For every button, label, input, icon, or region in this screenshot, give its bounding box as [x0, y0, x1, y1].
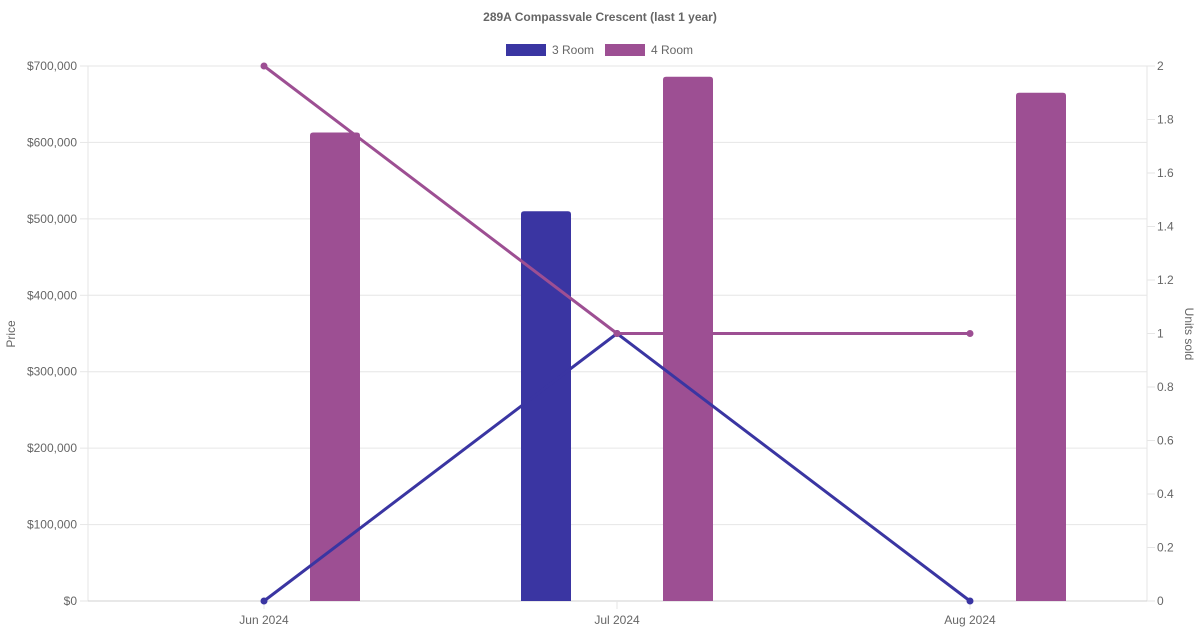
- x-tick-label: Jul 2024: [594, 613, 640, 627]
- y-left-tick-label: $500,000: [27, 212, 77, 226]
- bar-4-room[interactable]: [663, 76, 713, 601]
- axes: $0 $100,000 $200,000 $300,000 $400,000 $500,0…: [27, 59, 1174, 627]
- point-4-room[interactable]: [260, 62, 268, 70]
- legend-label-3-room[interactable]: 3 Room: [552, 43, 594, 57]
- legend[interactable]: 3 Room 4 Room: [506, 43, 693, 57]
- bar-3-room[interactable]: [521, 211, 571, 601]
- chart-title: 289A Compassvale Crescent (last 1 year): [483, 10, 717, 24]
- legend-swatch-3-room[interactable]: [506, 44, 546, 56]
- y-left-tick-label: $300,000: [27, 365, 77, 379]
- y-left-tick-label: $100,000: [27, 518, 77, 532]
- point-4-room[interactable]: [613, 330, 621, 337]
- point-4-room[interactable]: [966, 330, 974, 337]
- legend-label-4-room[interactable]: 4 Room: [651, 43, 693, 57]
- y-right-tick-label: 0: [1157, 594, 1164, 608]
- y-right-tick-label: 0.8: [1157, 380, 1174, 394]
- x-tick-label: Aug 2024: [944, 613, 996, 627]
- point-3-room[interactable]: [966, 597, 974, 605]
- y-right-tick-label: 1: [1157, 327, 1164, 341]
- point-3-room[interactable]: [260, 597, 268, 605]
- y-right-tick-label: 0.2: [1157, 541, 1174, 555]
- y-left-tick-label: $400,000: [27, 288, 77, 302]
- y-right-tick-label: 1.4: [1157, 220, 1174, 234]
- line-3-room: [263, 332, 971, 603]
- line-4-room: [263, 64, 970, 335]
- y-right-tick-label: 0.4: [1157, 487, 1174, 501]
- y-right-tick-label: 0.6: [1157, 434, 1174, 448]
- bars: [310, 76, 1066, 601]
- y-left-tick-label: $0: [64, 594, 78, 608]
- lines: [260, 62, 974, 605]
- y-left-tick-label: $600,000: [27, 135, 77, 149]
- y-right-tick-label: 1.6: [1157, 166, 1174, 180]
- y-right-tick-label: 2: [1157, 59, 1164, 73]
- y-left-tick-label: $700,000: [27, 59, 77, 73]
- bar-4-room[interactable]: [310, 132, 360, 601]
- x-tick-label: Jun 2024: [239, 613, 289, 627]
- legend-swatch-4-room[interactable]: [605, 44, 645, 56]
- bar-4-room[interactable]: [1016, 92, 1066, 601]
- y-right-axis-title: Units sold: [1182, 308, 1196, 361]
- y-right-tick-label: 1.2: [1157, 273, 1174, 287]
- grid-lines: [80, 65, 1155, 609]
- y-right-tick-label: 1.8: [1157, 113, 1174, 127]
- y-left-tick-label: $200,000: [27, 441, 77, 455]
- y-left-axis-title: Price: [4, 320, 18, 348]
